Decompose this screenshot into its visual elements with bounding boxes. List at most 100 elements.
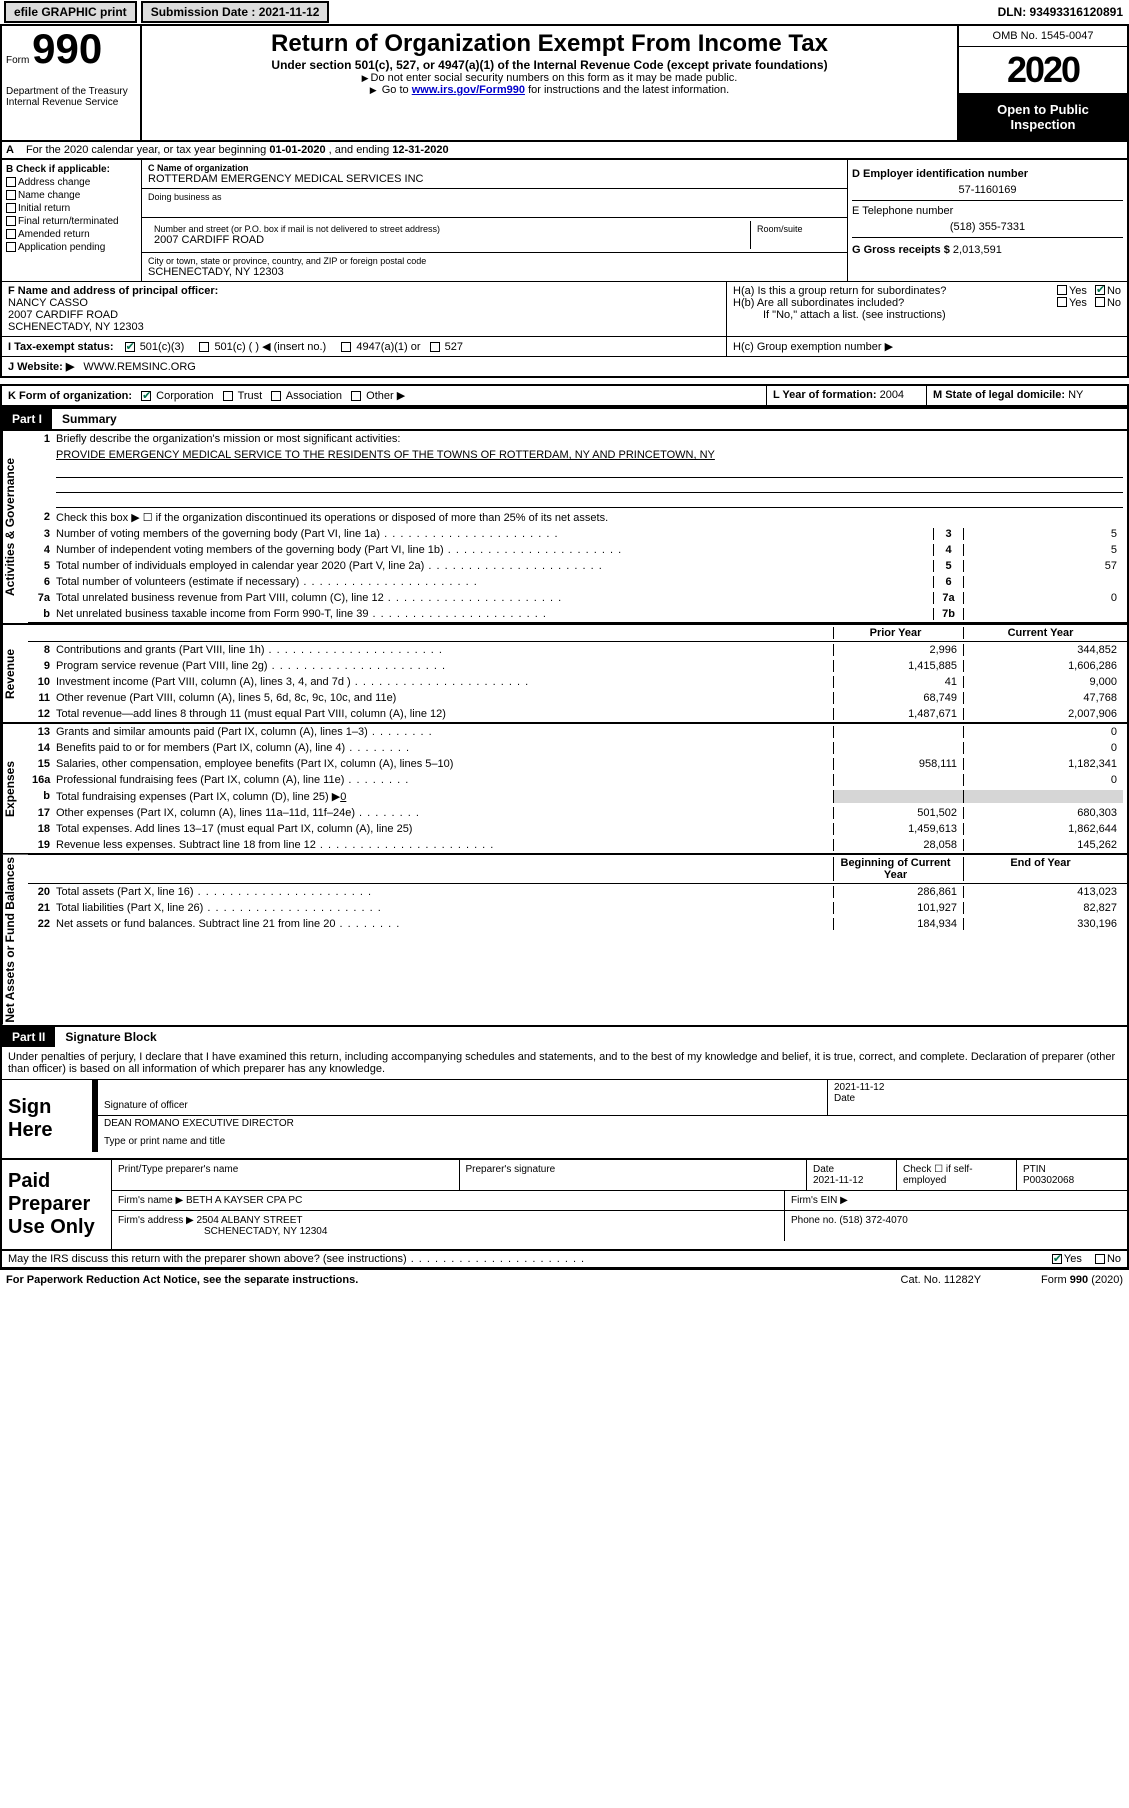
l2-text: Check this box ▶ ☐ if the organization d… [56, 511, 1123, 524]
hb-no: No [1107, 297, 1121, 309]
firm-addr2: SCHENECTADY, NY 12304 [204, 1226, 327, 1237]
irs-label: Internal Revenue Service [6, 97, 136, 108]
other-checkbox[interactable] [351, 391, 361, 401]
l17-text: Other expenses (Part IX, column (A), lin… [56, 807, 833, 819]
trust-checkbox[interactable] [223, 391, 233, 401]
website-row: J Website: ▶ WWW.REMSINC.ORG [0, 356, 1129, 378]
part1-body: Activities & Governance 1Briefly describ… [0, 429, 1129, 625]
firm-addr-label: Firm's address ▶ [118, 1215, 194, 1226]
l18-curr: 1,862,644 [963, 823, 1123, 835]
l16a-curr: 0 [963, 774, 1123, 786]
l13-text: Grants and similar amounts paid (Part IX… [56, 726, 833, 738]
l21-prior: 101,927 [833, 902, 963, 914]
l11-text: Other revenue (Part VIII, column (A), li… [56, 692, 833, 704]
l4-val: 5 [963, 544, 1123, 556]
hb-yes-checkbox[interactable] [1057, 297, 1067, 307]
prep-name-label: Print/Type preparer's name [112, 1160, 460, 1190]
l15-curr: 1,182,341 [963, 758, 1123, 770]
c-name-label: C Name of organization [148, 163, 841, 173]
part1-title: Summary [52, 409, 127, 429]
form-subtitle: Under section 501(c), 527, or 4947(a)(1)… [152, 58, 947, 72]
l11-prior: 68,749 [833, 692, 963, 704]
501c3-checkbox[interactable] [125, 342, 135, 352]
side-tab-governance: Activities & Governance [2, 431, 28, 623]
side-tab-expenses: Expenses [2, 724, 28, 853]
assoc-checkbox[interactable] [271, 391, 281, 401]
address-change-checkbox[interactable] [6, 177, 16, 187]
l13-prior [833, 726, 963, 738]
paid-preparer-block: Paid Preparer Use Only Print/Type prepar… [0, 1160, 1129, 1251]
g-gross-label: G Gross receipts $ [852, 244, 950, 256]
l13-curr: 0 [963, 726, 1123, 738]
mission-text: PROVIDE EMERGENCY MEDICAL SERVICE TO THE… [28, 447, 1127, 463]
discuss-text: May the IRS discuss this return with the… [8, 1253, 1052, 1265]
tax-year-end: 12-31-2020 [392, 144, 448, 156]
tax-year-row: AFor the 2020 calendar year, or tax year… [0, 142, 1129, 160]
application-pending-checkbox[interactable] [6, 242, 16, 252]
dln-text: DLN: 93493316120891 [998, 5, 1123, 19]
dept-treasury: Department of the Treasury [6, 86, 136, 97]
ssn-note: Do not enter social security numbers on … [152, 72, 947, 84]
l18-prior: 1,459,613 [833, 823, 963, 835]
l10-prior: 41 [833, 676, 963, 688]
form-header: Form 990 Department of the Treasury Inte… [0, 26, 1129, 142]
l6-text: Total number of volunteers (estimate if … [56, 576, 933, 588]
part1-expenses: Expenses 13Grants and similar amounts pa… [0, 724, 1129, 855]
ha-no-checkbox[interactable] [1095, 285, 1105, 295]
hb-yes: Yes [1069, 297, 1087, 309]
l14-text: Benefits paid to or for members (Part IX… [56, 742, 833, 754]
tax-year-begin: 01-01-2020 [269, 144, 325, 156]
form-word: Form [6, 55, 29, 66]
l15-prior: 958,111 [833, 758, 963, 770]
open-to-public-badge: Open to Public Inspection [959, 94, 1127, 140]
l22-prior: 184,934 [833, 918, 963, 930]
name-change-checkbox[interactable] [6, 190, 16, 200]
section-b-label: B Check if applicable: [6, 164, 137, 175]
submission-date-button[interactable]: Submission Date : 2021-11-12 [141, 1, 330, 23]
amended-return-checkbox[interactable] [6, 229, 16, 239]
row-a-mid: , and ending [329, 144, 393, 156]
l22-text: Net assets or fund balances. Subtract li… [56, 918, 833, 930]
ptin-value: P00302068 [1023, 1175, 1074, 1186]
l21-curr: 82,827 [963, 902, 1123, 914]
end-year-hdr: End of Year [963, 857, 1123, 881]
sign-here-label: Sign Here [2, 1080, 92, 1158]
prep-check-label: Check ☐ if self-employed [897, 1160, 1017, 1190]
discuss-yes-checkbox[interactable] [1052, 1254, 1062, 1264]
501c-checkbox[interactable] [199, 342, 209, 352]
hb-no-checkbox[interactable] [1095, 297, 1105, 307]
sign-date-value: 2021-11-12 [834, 1082, 1121, 1093]
corp-checkbox[interactable] [141, 391, 151, 401]
prior-year-hdr: Prior Year [833, 627, 963, 639]
sign-here-block: Sign Here Signature of officer 2021-11-1… [0, 1079, 1129, 1160]
city-label: City or town, state or province, country… [148, 256, 841, 266]
4947-checkbox[interactable] [341, 342, 351, 352]
discuss-no-checkbox[interactable] [1095, 1254, 1105, 1264]
m-label: M State of legal domicile: [933, 389, 1065, 401]
opt-address-change: Address change [18, 177, 90, 188]
l11-curr: 47,768 [963, 692, 1123, 704]
discuss-row: May the IRS discuss this return with the… [0, 1251, 1129, 1269]
ha-no: No [1107, 285, 1121, 297]
firm-addr1: 2504 ALBANY STREET [197, 1215, 303, 1226]
opt-assoc: Association [286, 390, 342, 402]
hc-label: H(c) Group exemption number ▶ [727, 337, 1127, 356]
opt-app-pending: Application pending [18, 242, 105, 253]
irs-gov-link[interactable]: www.irs.gov/Form990 [412, 84, 525, 96]
l-label: L Year of formation: [773, 389, 877, 401]
final-return-checkbox[interactable] [6, 216, 16, 226]
year-formation: 2004 [880, 389, 904, 401]
opt-name-change: Name change [18, 190, 80, 201]
l6-val [963, 576, 1123, 588]
l8-text: Contributions and grants (Part VIII, lin… [56, 644, 833, 656]
527-checkbox[interactable] [430, 342, 440, 352]
opt-501c3: 501(c)(3) [140, 341, 185, 353]
firm-name-value: BETH A KAYSER CPA PC [186, 1195, 302, 1206]
efile-print-button[interactable]: efile GRAPHIC print [4, 1, 137, 23]
sign-date-label: Date [834, 1093, 855, 1104]
l3-text: Number of voting members of the governin… [56, 528, 933, 540]
ha-yes-checkbox[interactable] [1057, 285, 1067, 295]
l17-prior: 501,502 [833, 807, 963, 819]
hb-label: H(b) Are all subordinates included? [733, 297, 1057, 309]
initial-return-checkbox[interactable] [6, 203, 16, 213]
